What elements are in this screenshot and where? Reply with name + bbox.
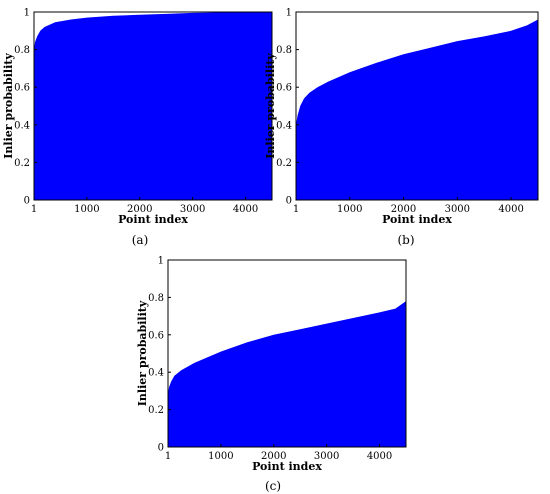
y-tick-label: 0.2 [14,158,30,169]
x-tick-label: 1 [165,451,171,462]
panel-caption: (c) [265,479,281,493]
y-tick-label: 0.6 [14,83,30,94]
x-tick-label: 1000 [74,204,99,215]
panel-caption: (b) [397,233,414,247]
y-tick-label: 0.6 [148,330,164,341]
y-tick-label: 0.2 [148,405,164,416]
y-axis-label: Inlier probability [2,53,15,159]
x-tick-label: 2000 [127,204,152,215]
area-series [34,12,272,200]
x-tick-label: 4000 [367,451,392,462]
area-series [296,19,538,200]
x-tick-label: 4000 [233,204,258,215]
area-series [168,301,406,447]
x-tick-label: 1 [293,204,299,215]
y-axis-label: Inlier probability [136,300,149,406]
x-tick-label: 3000 [314,451,339,462]
y-tick-label: 0.8 [276,45,292,56]
y-tick-label: 1 [24,8,30,19]
y-tick-label: 0 [24,196,30,207]
y-tick-label: 0.8 [14,45,30,56]
y-tick-label: 0.4 [148,368,164,379]
chart-panel-2: 1 1000 2000 3000 4000 0 0.2 0.4 0.6 0.8 1 Point ind… [264,8,539,247]
y-tick-label: 0.6 [276,83,292,94]
y-tick-label: 0.8 [148,293,164,304]
y-tick-label: 0 [286,196,292,207]
x-tick-label: 1 [31,204,37,215]
x-tick-label: 1000 [208,451,233,462]
x-axis-label: Point index [118,213,188,226]
y-tick-label: 0.4 [276,120,292,131]
y-tick-label: 1 [158,256,164,267]
axes-frame [33,11,273,201]
panel-caption: (a) [132,233,149,247]
x-axis-label: Point index [382,213,452,226]
y-tick-label: 0 [158,443,164,454]
x-axis-label: Point index [252,460,322,473]
x-tick-label: 3000 [445,204,470,215]
axes-frame [295,11,539,201]
chart-panel-3: 1 1000 2000 3000 4000 0 0.2 0.4 0.6 0.8 1 Point ind… [136,256,407,493]
x-tick-label: 2000 [261,451,286,462]
y-tick-label: 1 [286,8,292,19]
x-tick-label: 1000 [337,204,362,215]
y-tick-label: 0.2 [276,158,292,169]
y-axis-label: Inlier probability [264,53,277,159]
axes-frame [167,259,407,448]
x-tick-label: 3000 [180,204,205,215]
y-tick-label: 0.4 [14,120,30,131]
x-tick-label: 4000 [498,204,523,215]
x-tick-label: 2000 [391,204,416,215]
chart-panel-1: 1 1000 2000 3000 4000 0 0.2 0.4 0.6 0.8 1 Point ind… [2,8,273,247]
